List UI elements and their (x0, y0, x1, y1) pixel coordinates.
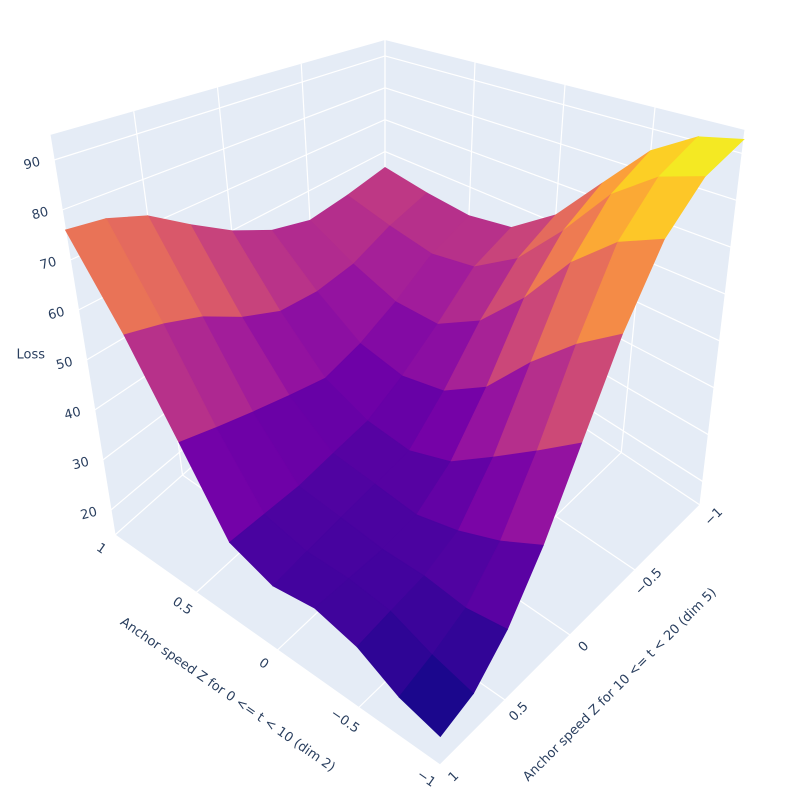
z-axis-title: Loss (16, 348, 45, 363)
surface-patch (398, 654, 474, 738)
z-tick-label: 60 (47, 305, 67, 324)
grid-line (114, 534, 441, 766)
x-tick-label: −0.5 (328, 706, 362, 736)
z-tick-label: 30 (71, 455, 91, 474)
y-tick-label: 0.5 (506, 699, 531, 724)
x-tick-label: 0.5 (169, 594, 195, 618)
y-tick-label: 0 (576, 639, 592, 655)
x-tick-label: −1 (414, 767, 438, 790)
z-tick-label: 80 (30, 205, 50, 224)
z-tick-label: 20 (79, 505, 99, 524)
z-tick-label: 70 (38, 255, 58, 274)
grid-line (699, 129, 746, 506)
y-tick-label: −1 (702, 505, 726, 529)
grid-line (61, 87, 386, 211)
z-tick-label: 90 (22, 155, 42, 174)
x-tick-label: 0 (256, 655, 271, 672)
grid-line (53, 55, 386, 161)
y-tick-label: −0.5 (633, 566, 666, 599)
grid-line (49, 134, 116, 536)
x-tick-label: 1 (93, 540, 108, 557)
grid-line (384, 55, 743, 155)
y-tick-label: 1 (446, 769, 462, 785)
z-tick-label: 50 (55, 355, 75, 374)
z-tick-label: 40 (63, 405, 83, 424)
